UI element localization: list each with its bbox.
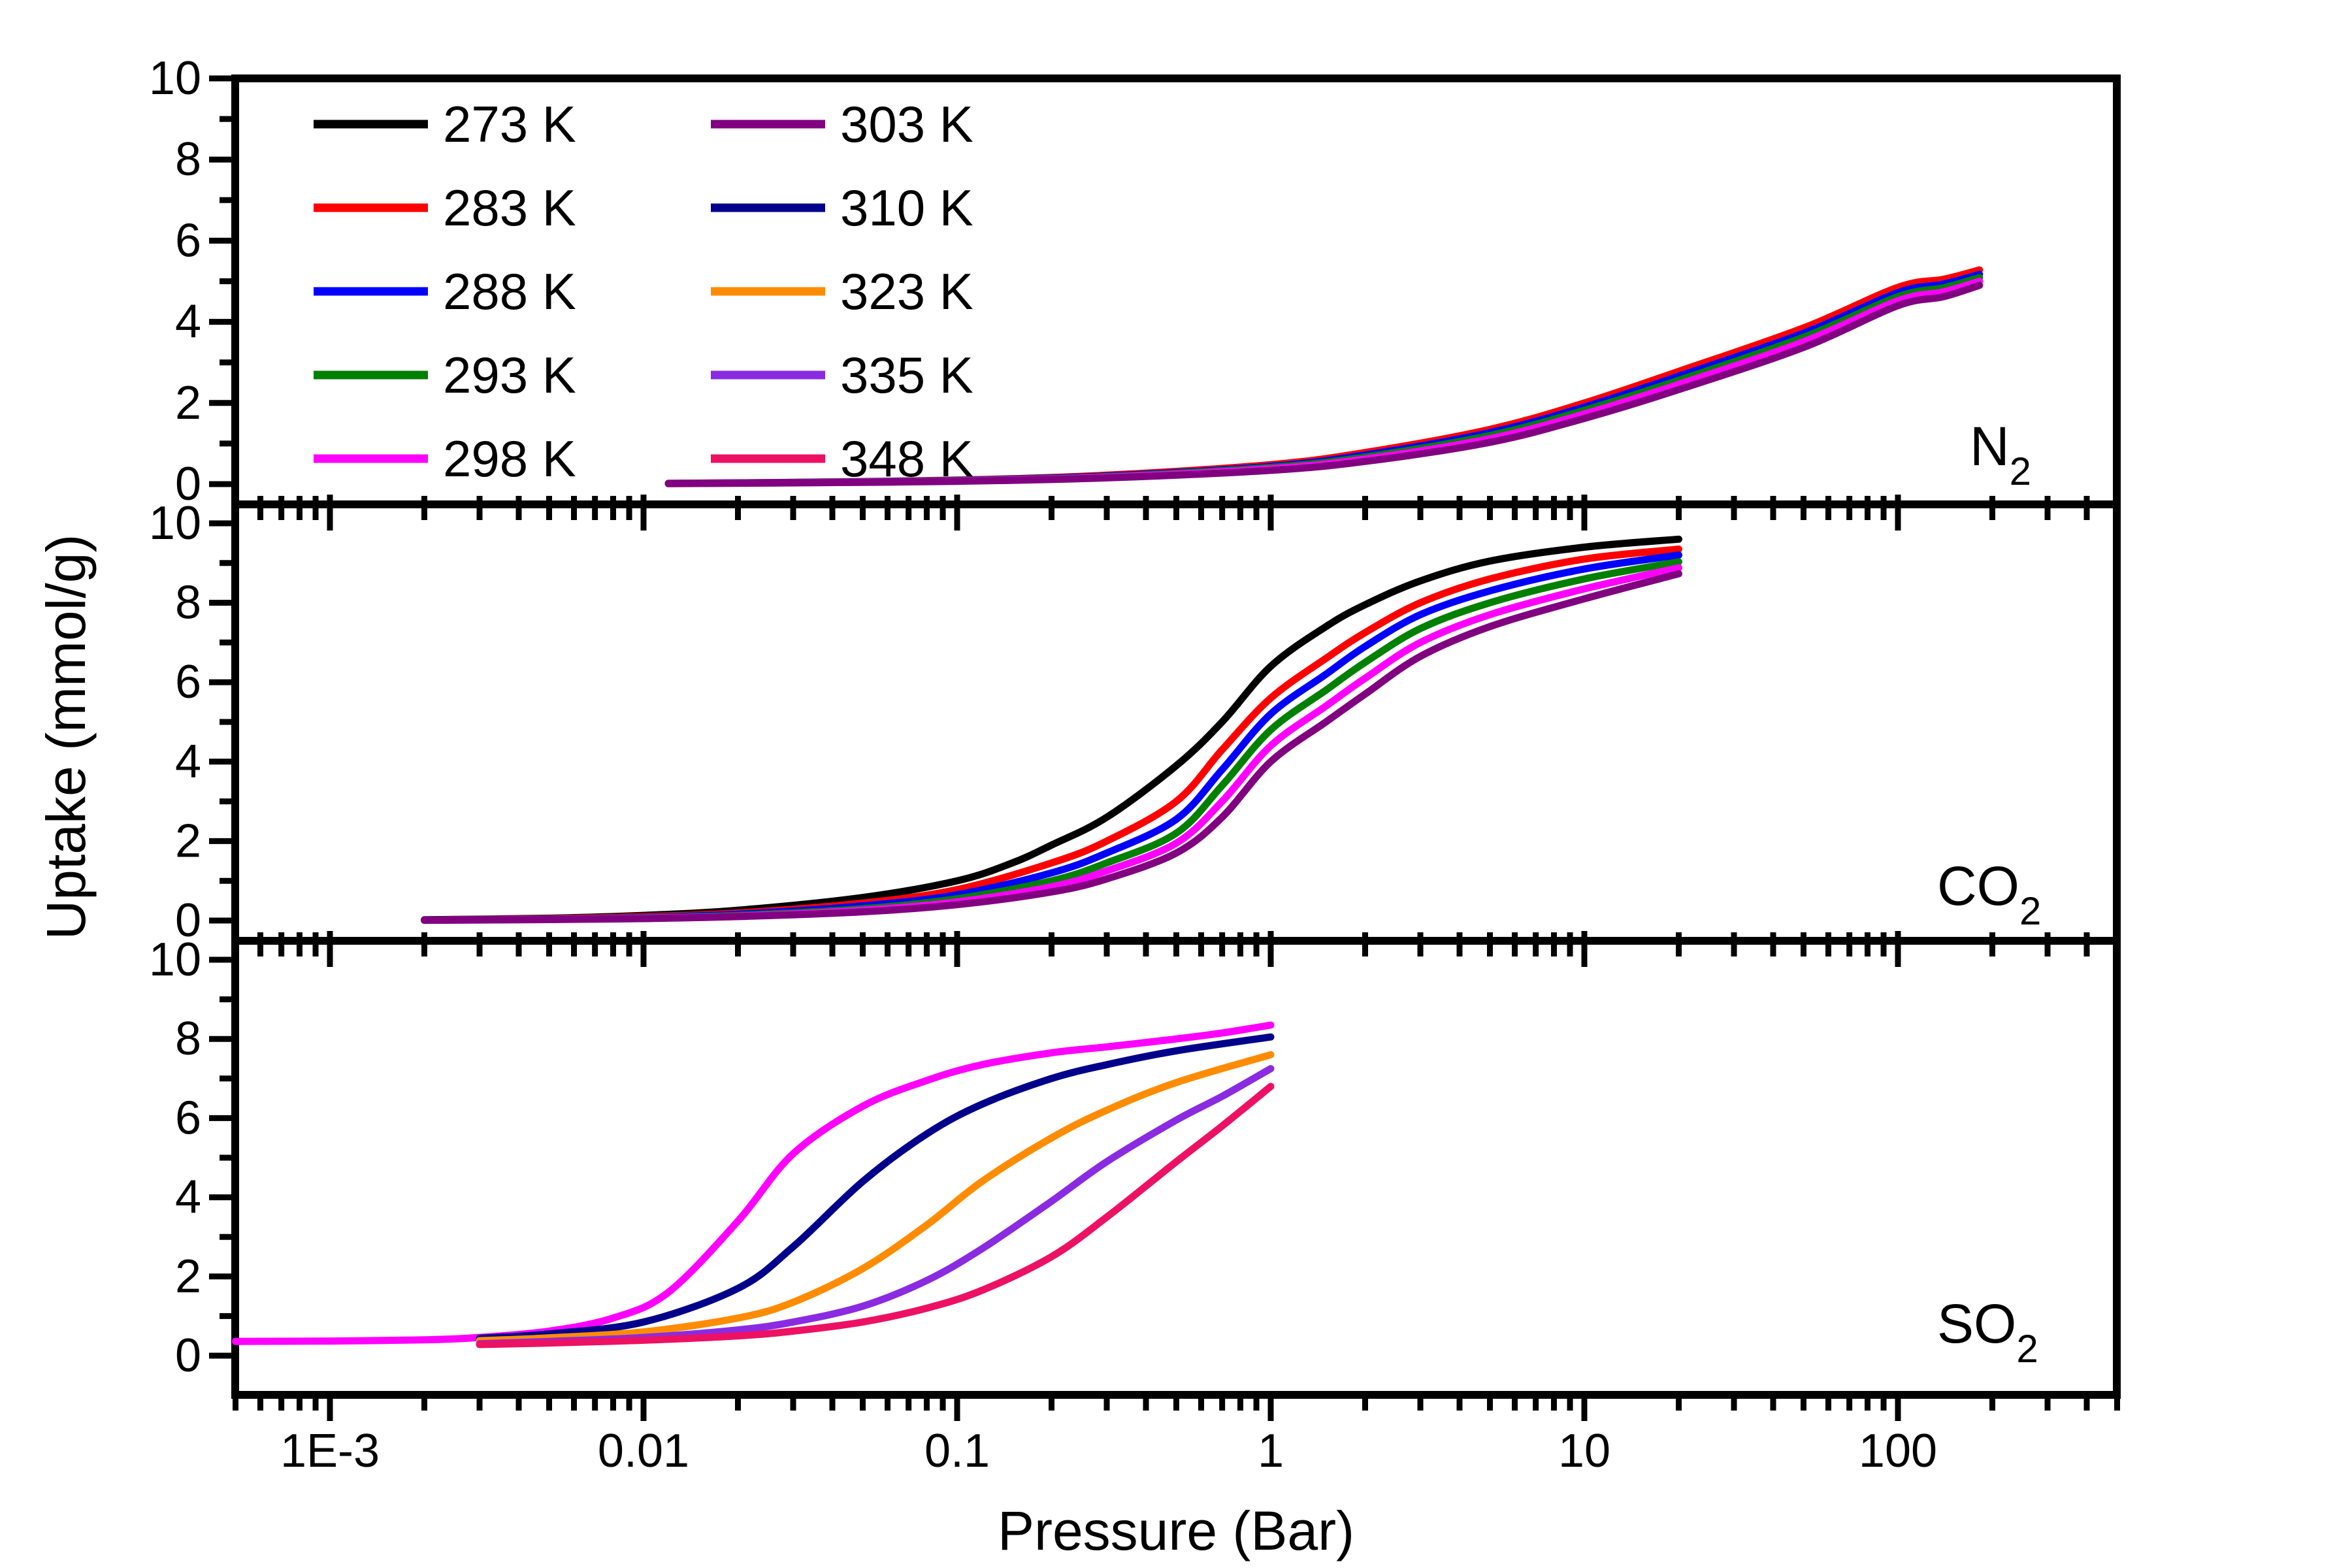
curves-n2	[664, 266, 1984, 487]
legend-label-273k: 273 K	[443, 95, 576, 153]
panel-frame-co2	[231, 500, 2121, 945]
panel-label-co2: CO2	[1937, 855, 2041, 933]
curve-n2-303k	[664, 282, 1984, 487]
y-tick-label: 4	[175, 296, 201, 348]
x-tick-label: 100	[1859, 1425, 1937, 1477]
y-axis-title: Uptake (mmol/g)	[35, 534, 97, 940]
legend-label-288k: 288 K	[443, 263, 576, 320]
y-tick-label: 2	[175, 815, 201, 867]
legend-label-348k: 348 K	[840, 430, 973, 487]
legend-label-323k: 323 K	[840, 263, 973, 320]
y-tick-label: 0	[175, 894, 201, 947]
y-ticks-panel-2: 0 2 4 6 8 10	[149, 497, 235, 947]
y-tick-label: 6	[175, 656, 201, 708]
x-tick-label: 0.1	[924, 1425, 990, 1477]
y-tick-label: 6	[175, 214, 201, 267]
y-tick-label: 2	[175, 377, 201, 429]
curves-so2	[232, 1021, 1275, 1348]
x-ticks-panel-2	[233, 931, 2121, 967]
x-tick-label: 10	[1558, 1425, 1610, 1477]
x-ticks-panel-3	[233, 1395, 2121, 1421]
x-tick-label: 1E-3	[280, 1425, 380, 1477]
legend-label-335k: 335 K	[840, 346, 973, 404]
y-tick-label: 4	[175, 736, 201, 788]
legend: 273 K 283 K 288 K 293 K 298 K 303 K 310 K 323 K…	[314, 95, 973, 487]
legend-label-283k: 283 K	[443, 179, 576, 237]
curve-co2-303k	[421, 570, 1682, 924]
y-tick-label: 10	[149, 497, 201, 549]
x-tick-label: 0.01	[598, 1425, 689, 1477]
y-tick-label: 10	[149, 934, 201, 986]
curves-co2	[421, 535, 1682, 924]
y-tick-label: 8	[175, 577, 201, 629]
curve-so2-335k	[476, 1065, 1275, 1348]
panel-label-n2: N2	[1970, 416, 2031, 493]
y-ticks-panel-1: 0 2 4 6 8 10	[149, 52, 235, 510]
y-tick-label: 10	[149, 52, 201, 105]
y-tick-label: 8	[175, 133, 201, 186]
y-ticks-panel-3: 0 2 4 6 8 10	[149, 934, 235, 1382]
curve-so2-348k	[476, 1083, 1275, 1348]
curve-so2-310k	[476, 1033, 1275, 1342]
panel-frame-so2	[231, 937, 2121, 1399]
curve-co2-298k	[421, 564, 1682, 924]
y-tick-label: 6	[175, 1092, 201, 1144]
legend-label-298k: 298 K	[443, 430, 576, 487]
x-axis-title: Pressure (Bar)	[998, 1500, 1354, 1561]
y-tick-label: 0	[175, 1330, 201, 1382]
x-tick-label: 1	[1258, 1425, 1284, 1477]
y-tick-label: 4	[175, 1171, 201, 1224]
legend-label-310k: 310 K	[840, 179, 973, 237]
legend-label-303k: 303 K	[840, 95, 973, 153]
y-tick-label: 8	[175, 1013, 201, 1065]
y-tick-label: 0	[175, 458, 201, 510]
x-ticks-panel-1	[233, 495, 2121, 531]
curve-so2-298k	[232, 1021, 1275, 1345]
curve-so2-323k	[476, 1051, 1275, 1345]
legend-label-293k: 293 K	[443, 346, 576, 404]
y-tick-label: 2	[175, 1250, 201, 1303]
panel-label-so2: SO2	[1937, 1293, 2038, 1371]
